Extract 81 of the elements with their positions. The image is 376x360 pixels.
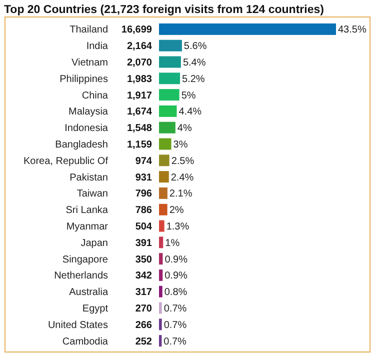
annotation: 2.5% — [171, 156, 194, 167]
bar — [159, 318, 162, 330]
data-label: 1,548 — [126, 123, 152, 134]
data-label: 504 — [135, 222, 152, 232]
y-tick-label: India — [86, 41, 108, 52]
y-tick-label: Japan — [80, 238, 108, 249]
annotation: 0.9% — [164, 270, 188, 282]
data-label: 2,070 — [126, 58, 152, 68]
annotation: 3% — [173, 140, 188, 150]
data-label: 1,917 — [126, 90, 152, 102]
y-tick-label: Taiwan — [76, 188, 108, 200]
annotation: 0.9% — [164, 254, 188, 266]
annotation: 4.4% — [178, 106, 202, 118]
y-tick-label: Singapore — [62, 254, 108, 266]
y-tick-label: Myanmar — [66, 222, 109, 232]
annotation: 2.4% — [170, 172, 194, 184]
annotation: 0.7% — [164, 320, 187, 331]
bar — [159, 72, 180, 84]
y-tick-label: Cambodia — [62, 336, 108, 348]
annotation: 43.5% — [338, 24, 366, 36]
annotation: 0.8% — [164, 287, 188, 298]
annotation: 2% — [169, 205, 184, 216]
bar — [159, 286, 162, 298]
y-tick-label: Indonesia — [64, 123, 108, 134]
bar — [159, 56, 181, 68]
data-label: 16,699 — [121, 24, 152, 36]
bar — [159, 23, 336, 35]
chart-title: Top 20 Countries (21,723 foreign visits from 124 countries) — [4, 4, 324, 16]
data-label: 270 — [135, 304, 152, 314]
y-tick-label: Bangladesh — [55, 140, 108, 150]
bar — [159, 253, 163, 265]
y-tick-label: Vietnam — [71, 58, 108, 68]
annotation: 5% — [181, 90, 196, 102]
bar — [159, 269, 163, 281]
annotation: 1% — [165, 238, 180, 249]
annotation: 5.4% — [182, 58, 206, 68]
annotation: 4% — [177, 123, 192, 134]
data-label: 1,674 — [126, 106, 152, 118]
data-label: 796 — [135, 188, 152, 200]
data-label: 786 — [135, 205, 152, 216]
data-label: 974 — [135, 156, 152, 167]
bar — [159, 122, 176, 134]
annotation: 2.1% — [169, 188, 192, 200]
data-label: 342 — [135, 270, 152, 282]
y-tick-label: Philippines — [60, 74, 108, 85]
y-tick-label: Thailand — [70, 24, 108, 36]
y-tick-label: Netherlands — [54, 270, 108, 282]
data-label: 1,983 — [126, 74, 152, 85]
data-label: 931 — [135, 172, 152, 184]
y-tick-label: Sri Lanka — [66, 205, 108, 216]
y-tick-label: Australia — [69, 287, 108, 298]
data-label: 317 — [135, 287, 152, 298]
bar — [159, 154, 170, 166]
y-tick-label: Pakistan — [70, 172, 108, 184]
bar — [159, 89, 180, 101]
bar — [159, 138, 172, 150]
bar — [159, 40, 182, 52]
y-tick-label: United States — [48, 320, 108, 331]
bar — [159, 171, 169, 183]
bar — [159, 302, 162, 314]
bar — [159, 335, 162, 347]
y-tick-label: Malaysia — [68, 106, 108, 118]
y-tick-label: Egypt — [82, 304, 108, 314]
annotation: 5.2% — [182, 74, 205, 85]
annotation: 0.7% — [164, 304, 187, 314]
data-label: 252 — [135, 336, 152, 348]
data-label: 1,159 — [126, 140, 152, 150]
data-label: 266 — [135, 320, 152, 331]
bar — [159, 236, 164, 248]
data-label: 350 — [135, 254, 152, 266]
annotation: 1.3% — [166, 222, 190, 232]
data-label: 391 — [135, 238, 152, 249]
bar — [159, 105, 177, 117]
y-tick-label: China — [82, 90, 108, 102]
annotation: 0.7% — [164, 336, 187, 348]
bar — [159, 220, 164, 232]
y-tick-label: Korea, Republic Of — [24, 156, 108, 167]
bar — [159, 204, 168, 216]
data-label: 2,164 — [126, 41, 152, 52]
bar — [159, 187, 168, 199]
annotation: 5.6% — [184, 41, 207, 52]
